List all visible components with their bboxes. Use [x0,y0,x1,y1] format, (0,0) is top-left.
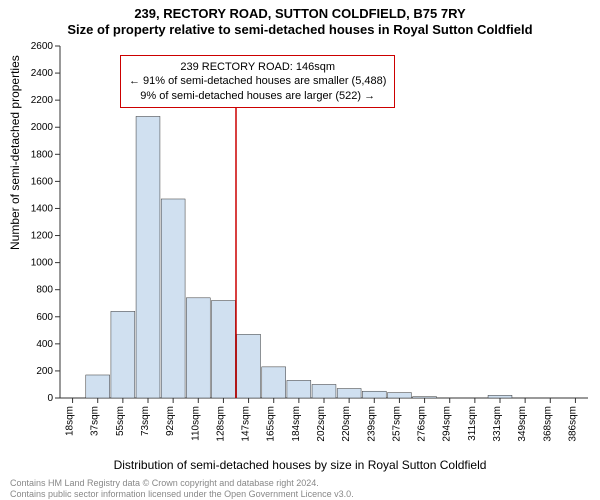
x-tick-label: 276sqm [417,406,428,442]
histogram-bar [337,389,361,398]
x-tick-label: 18sqm [65,406,76,436]
y-tick-label: 1200 [31,231,54,242]
x-tick-label: 165sqm [266,406,277,442]
x-tick-label: 311sqm [467,406,478,441]
x-tick-label: 55sqm [115,406,126,436]
footer-copyright-2: Contains public sector information licen… [10,489,354,499]
histogram-bar [237,334,261,398]
x-tick-label: 368sqm [542,406,553,442]
x-tick-label: 92sqm [165,406,176,436]
x-tick-label: 294sqm [442,406,453,442]
histogram-bar [287,380,311,398]
histogram-bar [362,391,386,398]
y-tick-label: 600 [36,312,53,323]
infobox-line2: ← 91% of semi-detached houses are smalle… [129,74,386,88]
x-tick-label: 147sqm [241,406,252,442]
y-tick-label: 2200 [31,95,54,106]
x-tick-label: 128sqm [215,406,226,442]
footer-copyright-1: Contains HM Land Registry data © Crown c… [10,478,319,488]
y-tick-label: 200 [36,366,53,377]
x-tick-label: 37sqm [90,406,101,436]
histogram-bar [86,375,110,398]
y-tick-label: 1800 [31,149,54,160]
histogram-bar [111,311,135,398]
histogram-bar [161,199,185,398]
histogram-bar [211,301,235,398]
infobox-line1: 239 RECTORY ROAD: 146sqm [129,60,386,74]
y-tick-label: 0 [47,393,53,404]
x-axis-label: Distribution of semi-detached houses by … [0,458,600,472]
histogram-bar [488,395,512,398]
histogram-bar [186,298,210,398]
histogram-bar [136,116,160,398]
x-tick-label: 202sqm [316,406,327,442]
histogram-bar [312,384,336,398]
x-tick-label: 386sqm [567,406,578,442]
histogram-bar [262,367,286,398]
x-tick-label: 220sqm [341,406,352,442]
y-tick-label: 800 [36,285,53,296]
marker-infobox: 239 RECTORY ROAD: 146sqm ← 91% of semi-d… [120,55,395,108]
x-tick-label: 239sqm [366,406,377,442]
histogram-bar [413,397,437,398]
y-tick-label: 2600 [31,41,54,52]
infobox-line3: 9% of semi-detached houses are larger (5… [129,89,386,103]
x-tick-label: 331sqm [492,406,503,442]
x-tick-label: 349sqm [517,406,528,442]
x-tick-label: 257sqm [391,406,402,442]
y-tick-label: 400 [36,339,53,350]
x-tick-label: 110sqm [190,406,201,441]
y-tick-label: 1400 [31,203,54,214]
y-tick-label: 2400 [31,68,54,79]
x-tick-label: 184sqm [291,406,302,442]
y-tick-label: 2000 [31,122,54,133]
chart-container: 239, RECTORY ROAD, SUTTON COLDFIELD, B75… [0,0,600,500]
y-tick-label: 1000 [31,258,54,269]
x-tick-label: 73sqm [140,406,151,436]
histogram-bar [387,393,411,398]
y-tick-label: 1600 [31,176,54,187]
